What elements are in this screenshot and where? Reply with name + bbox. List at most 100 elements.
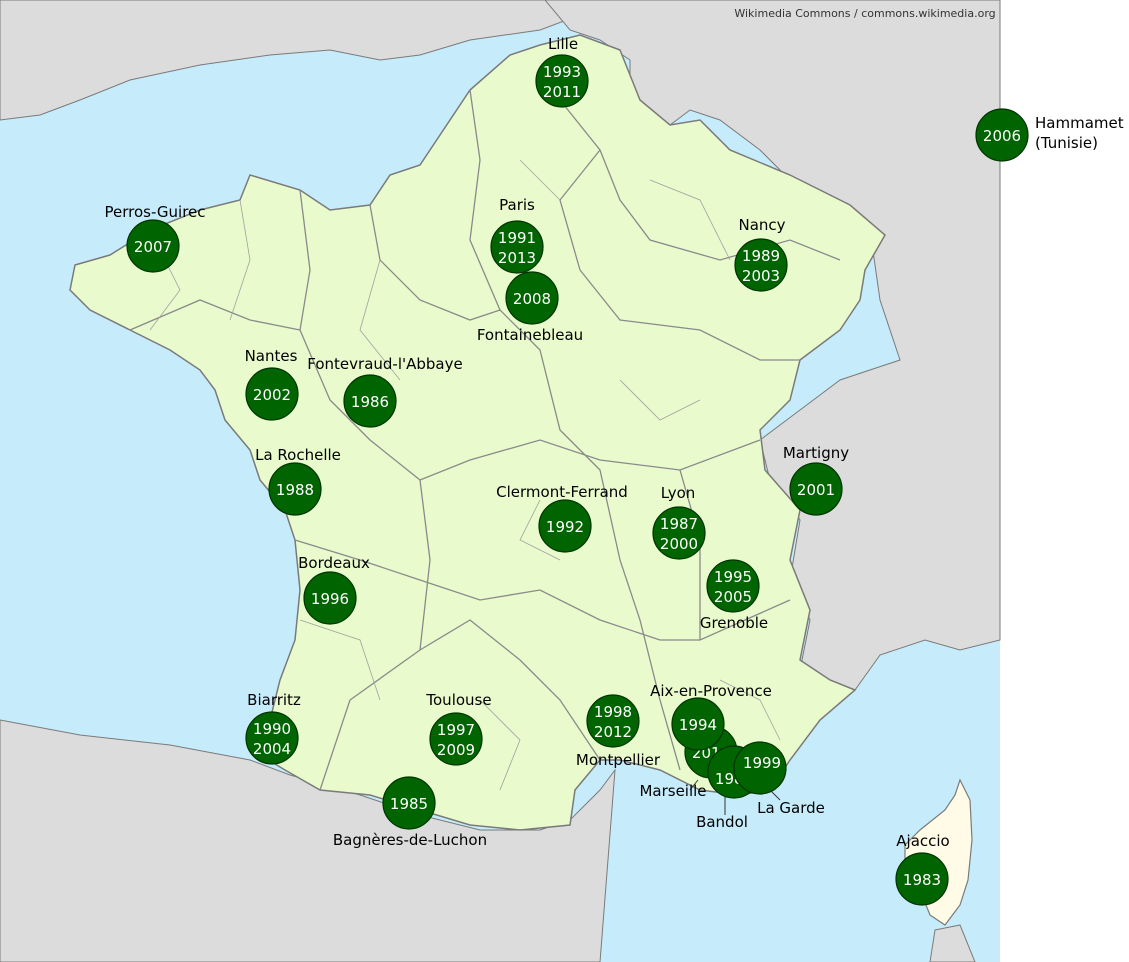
site-la-garde[interactable]: 1999 La Garde [733,741,825,817]
year-label: 1988 [276,481,314,499]
site-marker [789,462,843,516]
city-label: Paris [499,196,535,214]
city-label: Bandol [696,813,748,831]
site-aix-en-provence[interactable]: Aix-en-Provence 1994 [650,682,772,751]
year-label: 1998 [594,703,632,721]
site-hammamet[interactable]: 2006 Hammamet (Tunisie) [975,108,1124,162]
year-label: 2005 [714,588,752,606]
site-paris[interactable]: Paris 1991 2013 [490,196,544,274]
site-perros-guirec[interactable]: Perros-Guirec 2007 [104,203,206,273]
city-label: Clermont-Ferrand [496,483,628,501]
city-label: Grenoble [700,614,768,632]
site-toulouse[interactable]: Toulouse 1997 2009 [425,691,492,766]
site-fontevraud[interactable]: Fontevraud-l'Abbaye 1986 [307,355,463,428]
city-label: Nancy [738,216,785,234]
site-marker [895,852,949,906]
credit-label: Wikimedia Commons / commons.wikimedia.or… [734,7,995,20]
site-marker [126,219,180,273]
year-label: 2006 [983,127,1021,145]
site-marker [671,697,725,751]
year-label: 1996 [311,590,349,608]
year-label: 2013 [498,249,536,267]
site-bordeaux[interactable]: Bordeaux 1996 [298,554,370,625]
year-label: 2004 [253,740,291,758]
city-label: Bagnères-de-Luchon [333,831,487,849]
city-label: Toulouse [425,691,491,709]
site-marker [733,741,787,795]
site-marker [268,462,322,516]
site-marker [245,711,299,765]
year-label: 2003 [742,267,780,285]
site-marker [706,559,760,613]
city-label: Bordeaux [298,554,370,572]
year-label: 2001 [797,481,835,499]
city-label: Fontevraud-l'Abbaye [307,355,462,373]
city-label: Aix-en-Provence [650,682,772,700]
site-marker [652,506,706,560]
year-label: 2012 [594,723,632,741]
site-marker [245,367,299,421]
year-label: 1986 [351,393,389,411]
year-label: 1990 [253,720,291,738]
city-label: La Rochelle [255,446,341,464]
site-marker [586,694,640,748]
city-label: Perros-Guirec [104,203,205,221]
year-label: 2000 [660,535,698,553]
year-label: 2009 [437,741,475,759]
year-label: 1989 [742,247,780,265]
year-label: 2002 [253,386,291,404]
year-label: 2011 [543,83,581,101]
site-fontainebleau[interactable]: 2008 Fontainebleau [477,271,583,344]
site-marker [490,220,544,274]
year-label: 1987 [660,515,698,533]
year-label: 1985 [390,795,428,813]
year-label: 1983 [903,871,941,889]
site-bagneres-de-luchon[interactable]: 1985 Bagnères-de-Luchon [333,776,487,849]
year-label: 1991 [498,229,536,247]
year-label: 1997 [437,721,475,739]
land-spain [0,719,616,962]
site-nancy[interactable]: Nancy 1989 2003 [734,216,788,292]
city-label: Fontainebleau [477,326,583,344]
city-label: La Garde [757,799,825,817]
city-label-line2: (Tunisie) [1035,134,1098,152]
site-clermont-ferrand[interactable]: Clermont-Ferrand 1992 [496,483,628,553]
site-lille[interactable]: Lille 1993 2011 [535,35,589,108]
site-martigny[interactable]: Martigny 2001 [783,444,849,516]
site-biarritz[interactable]: Biarritz 1990 2004 [245,691,301,765]
city-label: Montpellier [576,751,661,769]
site-la-rochelle[interactable]: La Rochelle 1988 [255,446,341,516]
year-label: 2007 [134,238,172,256]
site-grenoble[interactable]: 1995 2005 Grenoble [700,559,768,632]
site-marker [538,499,592,553]
site-marker [535,54,589,108]
site-marker [734,238,788,292]
site-marker [343,374,397,428]
site-marker [505,271,559,325]
year-label: 2008 [513,290,551,308]
city-label: Martigny [783,444,849,462]
site-marker [975,108,1029,162]
land-france [69,34,886,831]
site-ajaccio[interactable]: Ajaccio 1983 [895,832,950,906]
city-label: Nantes [245,347,298,365]
site-lyon[interactable]: Lyon 1987 2000 [652,484,706,560]
city-label: Ajaccio [896,832,949,850]
year-label: 1999 [743,754,781,772]
site-nantes[interactable]: Nantes 2002 [245,347,299,421]
year-label: 1993 [543,63,581,81]
site-marker [429,712,483,766]
city-label: Biarritz [247,691,301,709]
land-sardinia [929,924,976,962]
year-label: 1995 [714,568,752,586]
margin-area [1000,0,1129,962]
site-montpellier[interactable]: 1998 2012 Montpellier [576,694,661,769]
city-label: Hammamet [1035,114,1124,132]
city-label: Marseille [639,782,706,800]
year-label: 1992 [546,518,584,536]
site-marker [303,571,357,625]
city-label: Lyon [661,484,696,502]
year-label: 1994 [679,716,717,734]
